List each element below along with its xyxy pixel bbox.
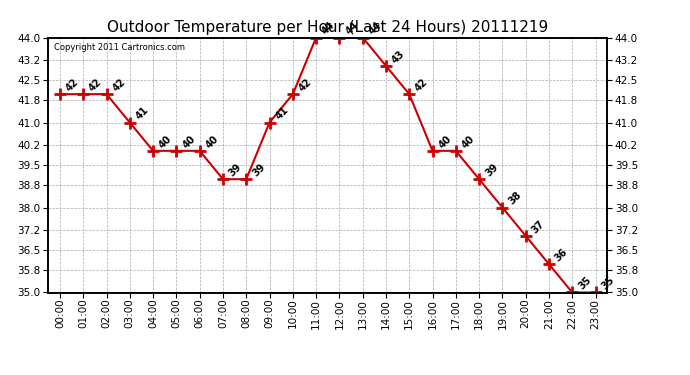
Text: 42: 42 [110,77,127,93]
Title: Outdoor Temperature per Hour (Last 24 Hours) 20111219: Outdoor Temperature per Hour (Last 24 Ho… [107,20,549,35]
Text: 38: 38 [506,190,523,207]
Text: 40: 40 [157,134,174,150]
Text: 36: 36 [553,247,570,263]
Text: 44: 44 [320,20,337,37]
Text: 42: 42 [64,77,81,93]
Text: 41: 41 [134,105,150,122]
Text: 43: 43 [390,48,406,65]
Text: 39: 39 [227,162,244,178]
Text: 35: 35 [576,275,593,292]
Text: 37: 37 [530,219,546,235]
Text: 42: 42 [297,77,313,93]
Text: Copyright 2011 Cartronics.com: Copyright 2011 Cartronics.com [54,43,185,52]
Text: 42: 42 [413,77,430,93]
Text: 40: 40 [437,134,453,150]
Text: 40: 40 [181,134,197,150]
Text: 39: 39 [250,162,267,178]
Text: 40: 40 [460,134,477,150]
Text: 44: 44 [367,20,384,37]
Text: 40: 40 [204,134,220,150]
Text: 35: 35 [600,275,616,292]
Text: 41: 41 [274,105,290,122]
Text: 42: 42 [88,77,104,93]
Text: 44: 44 [344,20,360,37]
Text: 39: 39 [483,162,500,178]
